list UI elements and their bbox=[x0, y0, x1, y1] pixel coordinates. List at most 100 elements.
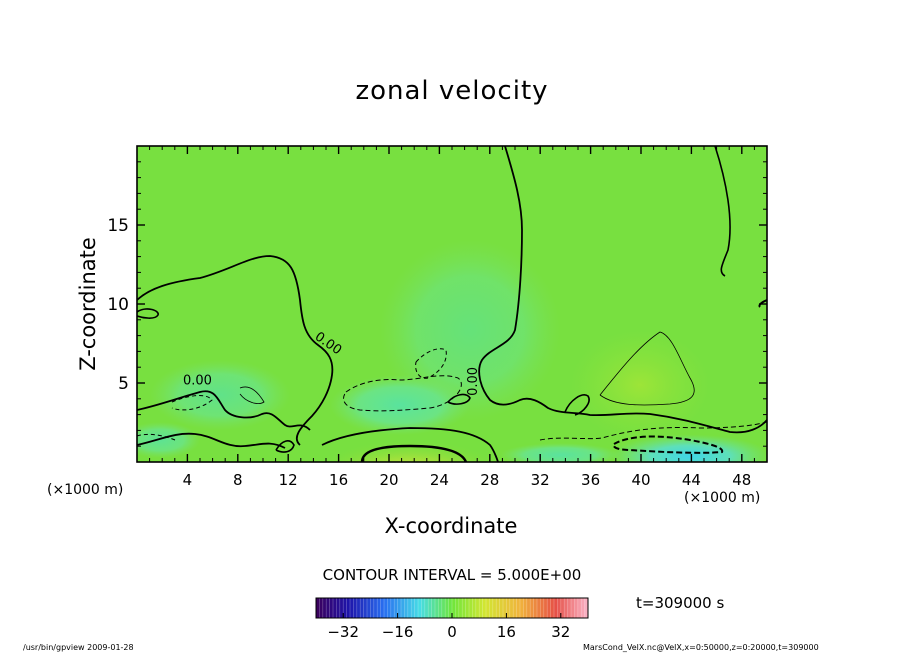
colorbar-cell bbox=[452, 598, 456, 618]
colorbar-cell bbox=[550, 598, 555, 618]
colorbar-cells bbox=[315, 598, 589, 618]
colorbar-cell bbox=[438, 598, 443, 618]
colorbar-tick-label: 0 bbox=[447, 623, 457, 641]
colorbar-cell bbox=[339, 598, 344, 618]
colorbar-cell bbox=[571, 598, 575, 618]
colorbar-cell bbox=[322, 598, 327, 618]
colorbar-cell bbox=[319, 598, 324, 618]
colorbar-cell bbox=[424, 598, 429, 618]
colorbar-ticks: −32 −16 0 16 32 bbox=[327, 613, 570, 641]
x-tick-label: 36 bbox=[581, 471, 600, 489]
colorbar-cell bbox=[499, 598, 504, 618]
colorbar-cell bbox=[445, 598, 449, 618]
colorbar-tick-label: 32 bbox=[551, 623, 570, 641]
colorbar: −32 −16 0 16 32 bbox=[315, 597, 589, 641]
colorbar-cell bbox=[401, 598, 405, 618]
x-tick-label: 40 bbox=[631, 471, 650, 489]
colorbar-cell bbox=[465, 598, 470, 618]
colorbar-cell bbox=[356, 598, 361, 618]
colorbar-cell bbox=[560, 598, 565, 618]
colorbar-cell bbox=[414, 598, 419, 618]
x-tick-label: 12 bbox=[279, 471, 298, 489]
colorbar-cell bbox=[516, 598, 521, 618]
x-tick-label: 44 bbox=[682, 471, 701, 489]
colorbar-cell bbox=[462, 598, 466, 618]
colorbar-cell bbox=[489, 598, 494, 618]
colorbar-cell bbox=[360, 598, 364, 618]
footer-left: /usr/bin/gpview 2009-01-28 bbox=[23, 643, 134, 652]
colorbar-cell bbox=[506, 598, 511, 618]
colorbar-cell bbox=[329, 598, 334, 618]
colorbar-cell bbox=[469, 598, 473, 618]
x-tick-label: 8 bbox=[233, 471, 243, 489]
colorbar-tick-label: −32 bbox=[327, 623, 359, 641]
colorbar-cell bbox=[407, 598, 412, 618]
colorbar-cell bbox=[377, 598, 381, 618]
colorbar-cell bbox=[380, 598, 385, 618]
colorbar-cell bbox=[557, 598, 562, 618]
colorbar-cell bbox=[479, 598, 483, 618]
colorbar-cell bbox=[537, 598, 541, 618]
colorbar-cell bbox=[482, 598, 487, 618]
colorbar-cell bbox=[387, 598, 392, 618]
colorbar-cell bbox=[581, 598, 585, 618]
footer-right: MarsCond_VelX.nc@VelX,x=0:50000,z=0:2000… bbox=[583, 643, 819, 652]
x-unit-left: (×1000 m) bbox=[47, 482, 124, 498]
y-axis-label: Z-coordinate bbox=[76, 237, 100, 371]
contour-lines bbox=[137, 146, 767, 462]
colorbar-cell bbox=[404, 598, 409, 618]
colorbar-cell bbox=[435, 598, 439, 618]
colorbar-tick-label: 16 bbox=[497, 623, 516, 641]
x-tick-label: 48 bbox=[732, 471, 751, 489]
colorbar-cell bbox=[350, 598, 354, 618]
colorbar-cell bbox=[363, 598, 368, 618]
colorbar-cell bbox=[584, 598, 589, 618]
x-tick-label: 4 bbox=[183, 471, 193, 489]
colorbar-cell bbox=[336, 598, 341, 618]
x-tick-label: 28 bbox=[480, 471, 499, 489]
colorbar-cell bbox=[384, 598, 388, 618]
colorbar-tick-label: −16 bbox=[382, 623, 414, 641]
x-tick-label: 16 bbox=[329, 471, 348, 489]
colorbar-cell bbox=[441, 598, 446, 618]
colorbar-cell bbox=[526, 598, 531, 618]
colorbar-cell bbox=[533, 598, 538, 618]
colorbar-cell bbox=[343, 598, 347, 618]
contour-interval-label: CONTOUR INTERVAL = 5.000E+00 bbox=[322, 566, 582, 584]
y-tick-label: 10 bbox=[107, 295, 129, 315]
x-axis-ticks: 4 8 12 16 20 24 28 32 36 40 44 48 bbox=[149, 146, 755, 489]
contour-label: 0.00 bbox=[466, 367, 481, 396]
colorbar-cell bbox=[455, 598, 460, 618]
y-tick-label: 15 bbox=[107, 216, 129, 236]
colorbar-cell bbox=[564, 598, 568, 618]
contour-label: 0.00 bbox=[183, 374, 212, 389]
colorbar-cell bbox=[326, 598, 330, 618]
colorbar-cell bbox=[496, 598, 500, 618]
colorbar-cell bbox=[431, 598, 436, 618]
colorbar-cell bbox=[577, 598, 582, 618]
colorbar-cell bbox=[475, 598, 480, 618]
colorbar-cell bbox=[418, 598, 422, 618]
colorbar-cell bbox=[390, 598, 395, 618]
colorbar-cell bbox=[486, 598, 490, 618]
x-tick-label: 24 bbox=[430, 471, 449, 489]
x-unit-right: (×1000 m) bbox=[684, 490, 761, 506]
colorbar-cell bbox=[523, 598, 528, 618]
time-label: t=309000 s bbox=[636, 594, 725, 612]
colorbar-cell bbox=[492, 598, 497, 618]
x-axis-label: X-coordinate bbox=[384, 514, 518, 538]
colorbar-cell bbox=[316, 598, 320, 618]
colorbar-cell bbox=[554, 598, 558, 618]
colorbar-cell bbox=[373, 598, 378, 618]
colorbar-cell bbox=[574, 598, 579, 618]
x-tick-label: 20 bbox=[379, 471, 398, 489]
colorbar-cell bbox=[567, 598, 572, 618]
colorbar-cell bbox=[520, 598, 524, 618]
colorbar-cell bbox=[530, 598, 534, 618]
colorbar-cell bbox=[540, 598, 545, 618]
colorbar-cell bbox=[346, 598, 351, 618]
colorbar-cell bbox=[509, 598, 514, 618]
colorbar-cell bbox=[353, 598, 358, 618]
colorbar-cell bbox=[394, 598, 398, 618]
